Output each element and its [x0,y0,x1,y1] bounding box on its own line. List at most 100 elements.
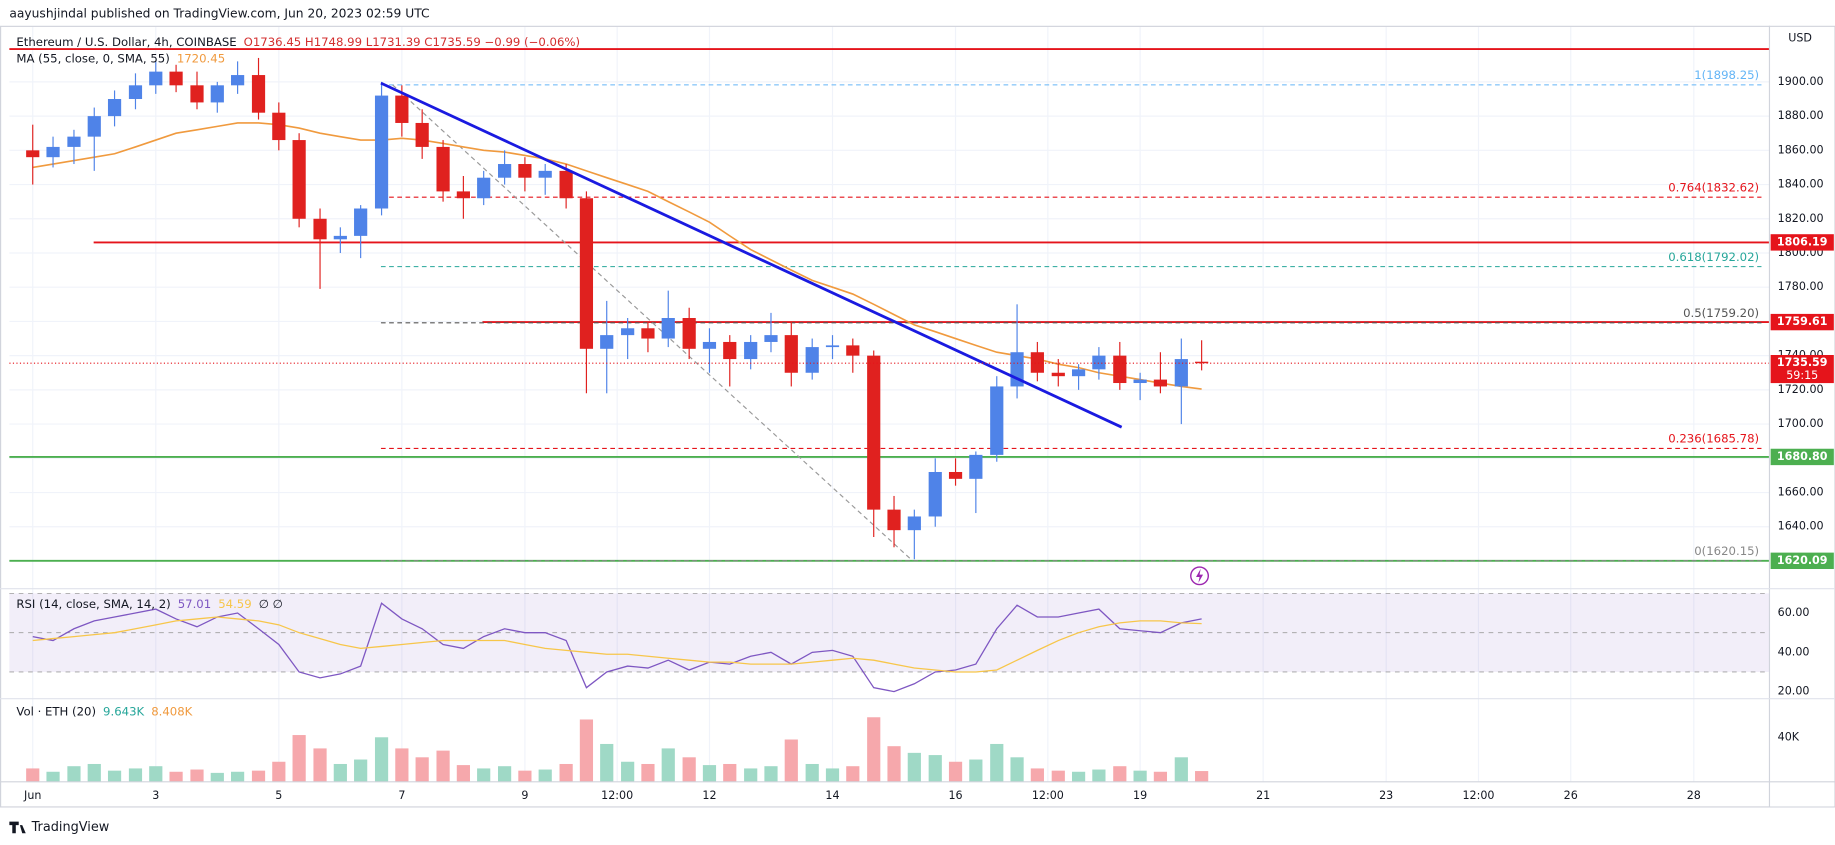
header: aayushjindal published on TradingView.co… [9,7,429,21]
candle-body [1030,352,1044,373]
volume-bar [26,768,40,782]
y-tick-label: 60.00 [1778,606,1810,619]
legend-ma-value: 1720.45 [177,51,225,65]
candle-body [415,122,429,147]
candle-body [128,85,143,100]
volume-bar [887,746,901,782]
volume-bar [764,766,778,782]
volume-bar [374,737,389,782]
candle-body [907,516,921,531]
volume-bar [190,769,204,782]
volume-bar [272,761,286,782]
fib-label: 0.618(1792.02) [1668,250,1759,264]
y-tick-label: 1640.00 [1778,520,1824,533]
candle-body [251,75,266,113]
volume-bar [600,743,614,782]
candle-body [190,85,204,103]
x-tick-label: 7 [398,789,405,802]
x-tick-label: 26 [1564,789,1578,802]
fib-diagonal [392,84,913,562]
candle-body [600,335,614,349]
candle-body [456,191,470,199]
legend-ohlc: O1736.45 H1748.99 L1731.39 C1735.59 −0.9… [244,35,580,49]
footer: TradingView [31,820,110,835]
volume-bar [1051,770,1065,782]
candle-body [354,208,368,236]
volume-bar [990,743,1004,782]
volume-bar [1174,757,1188,782]
x-tick-label: 12:00 [1462,789,1494,802]
y-tick-label: 1900.00 [1778,75,1824,88]
candle-body [538,170,552,178]
alert-icon[interactable] [1190,566,1210,586]
volume-bar [128,768,143,782]
volume-bar [784,739,798,782]
candle-body [498,164,512,178]
candle-body [887,509,901,531]
x-tick-label: 12:00 [1032,789,1064,802]
ma-line [32,122,1202,390]
volume-bar [436,750,450,782]
candle-body [149,71,163,86]
volume-bar [723,763,737,782]
legend-vol-ma: 8.408K [151,704,192,718]
x-tick-label: 12 [702,789,716,802]
candle-body [292,140,306,219]
legend-rsi-extra: ∅ ∅ [259,596,283,610]
volume-bar [456,765,470,782]
candle-body [26,150,40,158]
volume-bar [67,766,81,782]
fib-label: 0.236(1685.78) [1668,432,1759,446]
candle-body [518,164,532,178]
plot: 1(1898.25) 0.764(1832.62) 0.618(1792.02) 0.… [9,48,1770,782]
fib-label: 0.5(1759.20) [1683,306,1759,320]
volume-bar [805,763,819,782]
candle-body [702,341,717,349]
axes: Jun 3 5 7 9 12:00 12 14 16 12:00 19 21 23 12:00 26 28 16… [23,75,1834,802]
legend-vol-value: 9.643K [103,704,144,718]
volume-bar [661,748,675,782]
level-label: 1680.80 [1777,450,1828,463]
volume-bar [867,717,881,782]
x-tick-label: 12:00 [601,789,633,802]
candle-body [313,218,327,240]
volume-bar [518,770,532,782]
x-tick-label: 16 [948,789,962,802]
candle-body [846,345,860,356]
candle-body [272,112,286,141]
y-tick-label: 40.00 [1778,645,1810,658]
level-label: 1620.09 [1777,554,1828,567]
legend-rsi: RSI (14, close, SMA, 14, 2) [16,596,170,610]
volume-bar [682,757,696,782]
volume-bar [87,763,101,782]
legend: MA (55, close, 0, SMA, 55) 1720.45 [16,51,225,65]
candle-body [231,75,245,86]
candle-body [107,99,122,117]
candle-body [67,136,81,147]
price-label-box [1770,448,1834,466]
volume-bar [1113,766,1127,782]
x-tick-label: 9 [521,789,528,802]
volume-bar [928,755,942,782]
volume-bar [1010,757,1024,782]
candle-body [969,454,983,479]
price-label-box [1770,234,1834,251]
volume-bar [1092,769,1106,782]
candle-body [661,318,675,339]
rsi-line [32,616,1202,673]
y-tick-label: 1840.00 [1778,178,1824,191]
volume-bar [969,759,983,782]
volume-bar [641,763,655,782]
volume-bar [825,768,840,782]
volume-bar [559,763,573,782]
y-tick-label: 1820.00 [1778,212,1824,225]
volume-bar [477,768,491,782]
volume-bar [1153,771,1168,782]
candle-body [764,335,778,342]
volume-bar [744,768,758,782]
volume-bar [292,735,306,782]
volume-bar [415,757,429,782]
volume-bar [210,772,224,782]
